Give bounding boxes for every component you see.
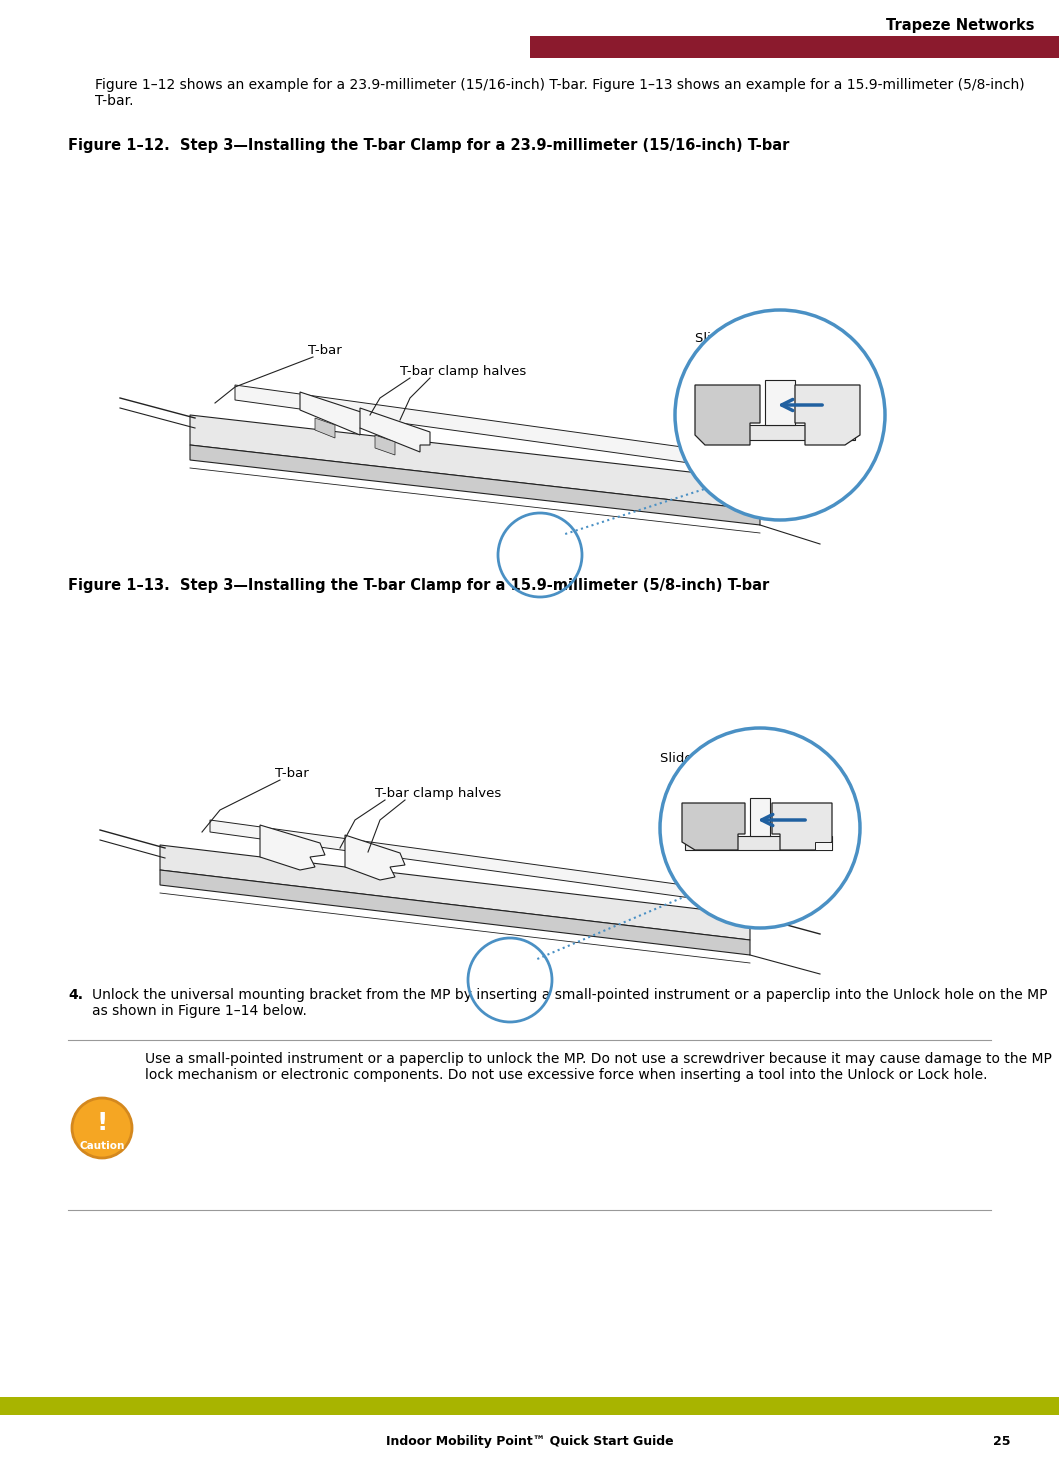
Circle shape	[660, 728, 860, 928]
Polygon shape	[765, 379, 795, 425]
Polygon shape	[261, 824, 325, 870]
Text: Use a small-pointed instrument or a paperclip to unlock the MP. Do not use a scr: Use a small-pointed instrument or a pape…	[145, 1052, 1052, 1083]
Polygon shape	[795, 385, 860, 445]
Polygon shape	[160, 870, 750, 956]
Polygon shape	[682, 802, 744, 851]
Polygon shape	[750, 798, 770, 836]
Bar	[530, 36, 1059, 58]
Polygon shape	[815, 842, 832, 851]
Polygon shape	[190, 445, 760, 525]
Circle shape	[675, 309, 885, 519]
Polygon shape	[315, 417, 335, 438]
Polygon shape	[700, 425, 855, 441]
Text: 4.: 4.	[68, 988, 83, 1002]
Polygon shape	[235, 385, 740, 470]
Polygon shape	[360, 409, 430, 452]
Text: Figure 1–13.  Step 3—Installing the T-bar Clamp for a 15.9-millimeter (5/8-inch): Figure 1–13. Step 3—Installing the T-bar…	[68, 578, 769, 592]
Polygon shape	[772, 802, 832, 851]
Text: Slide together: Slide together	[660, 751, 754, 765]
Text: Trapeze Networks: Trapeze Networks	[886, 18, 1035, 34]
Polygon shape	[210, 820, 720, 902]
Text: Figure 1–12 shows an example for a 23.9-millimeter (15/16-inch) T-bar. Figure 1–: Figure 1–12 shows an example for a 23.9-…	[95, 77, 1025, 108]
Circle shape	[72, 1099, 132, 1158]
Text: !: !	[96, 1110, 108, 1135]
Text: Slide together: Slide together	[695, 333, 790, 344]
Polygon shape	[685, 836, 832, 851]
Polygon shape	[300, 392, 370, 435]
Text: Caution: Caution	[79, 1141, 125, 1151]
Polygon shape	[345, 835, 405, 880]
Text: Figure 1–12.  Step 3—Installing the T-bar Clamp for a 23.9-millimeter (15/16-inc: Figure 1–12. Step 3—Installing the T-bar…	[68, 139, 789, 153]
Text: T-bar clamp halves: T-bar clamp halves	[375, 786, 501, 800]
Polygon shape	[160, 845, 750, 940]
Polygon shape	[190, 414, 760, 511]
Text: Indoor Mobility Point™ Quick Start Guide: Indoor Mobility Point™ Quick Start Guide	[385, 1436, 674, 1447]
Text: T-bar: T-bar	[275, 767, 309, 781]
Polygon shape	[695, 385, 760, 445]
Polygon shape	[375, 435, 395, 455]
Bar	[0, 1398, 1059, 1415]
Text: T-bar clamp halves: T-bar clamp halves	[400, 365, 526, 378]
Text: Unlock the universal mounting bracket from the MP by inserting a small-pointed i: Unlock the universal mounting bracket fr…	[92, 988, 1047, 1018]
Text: T-bar: T-bar	[308, 344, 342, 357]
Text: 25: 25	[992, 1436, 1010, 1447]
